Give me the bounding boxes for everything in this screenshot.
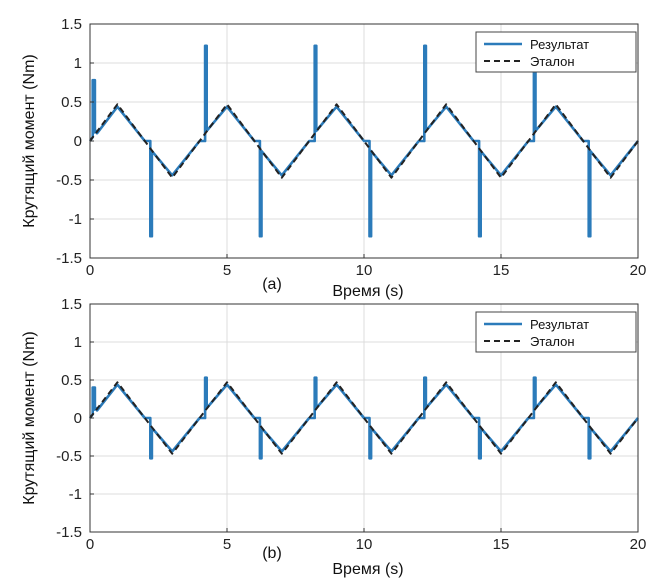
series-line-result [88, 44, 640, 238]
y-tick-label: 0.5 [61, 94, 82, 111]
x-axis-label: Время (s) [332, 561, 403, 578]
x-tick-label: 5 [223, 536, 231, 553]
y-tick-label: 0.5 [61, 372, 82, 389]
y-tick-label: -0.5 [56, 448, 82, 465]
y-tick-label: -1 [69, 211, 82, 228]
x-tick-label: 10 [356, 262, 373, 279]
y-tick-label: -0.5 [56, 172, 82, 189]
series-line-reference [89, 103, 639, 179]
x-tick-label: 5 [223, 262, 231, 279]
legend-box [475, 311, 637, 353]
y-tick-label: -1.5 [56, 524, 82, 541]
x-tick-label: 20 [630, 536, 647, 553]
panel-label: (b) [262, 545, 282, 562]
x-axis-label: Время (s) [332, 283, 403, 300]
legend: Результат Эталон [475, 31, 637, 73]
panel-label: (a) [262, 276, 282, 293]
legend: Результат Эталон [475, 311, 637, 353]
y-axis-label: Крутящий момент (Nm) [21, 54, 38, 227]
legend-label: Эталон [530, 54, 575, 69]
y-tick-label: -1 [69, 486, 82, 503]
legend-label: Эталон [530, 334, 575, 349]
y-tick-label: 0 [74, 133, 82, 150]
x-tick-label: 0 [86, 262, 94, 279]
panel-b: 0 5 10 15 20 -1.5 -1 -0.5 0 0.5 1 1.5 Время (s) Крутя… [21, 296, 646, 578]
y-tick-label: 1.5 [61, 296, 82, 313]
x-tick-label: 10 [356, 536, 373, 553]
legend-label: Результат [530, 37, 589, 52]
y-tick-label: 1 [74, 334, 82, 351]
legend-box [475, 31, 637, 73]
panel-a: 0 5 10 15 20 -1.5 -1 -0.5 0 0.5 1 1.5 Время (s) Крутя… [21, 16, 646, 300]
legend-label: Результат [530, 317, 589, 332]
series-line-result [88, 376, 640, 460]
y-tick-label: 1 [74, 55, 82, 72]
y-tick-label: -1.5 [56, 250, 82, 267]
y-tick-label: 1.5 [61, 16, 82, 33]
x-tick-label: 15 [493, 262, 510, 279]
x-tick-label: 20 [630, 262, 647, 279]
series-line-reference [89, 381, 639, 455]
y-axis-label: Крутящий момент (Nm) [21, 331, 38, 504]
y-tick-label: 0 [74, 410, 82, 427]
x-tick-label: 0 [86, 536, 94, 553]
x-tick-label: 15 [493, 536, 510, 553]
